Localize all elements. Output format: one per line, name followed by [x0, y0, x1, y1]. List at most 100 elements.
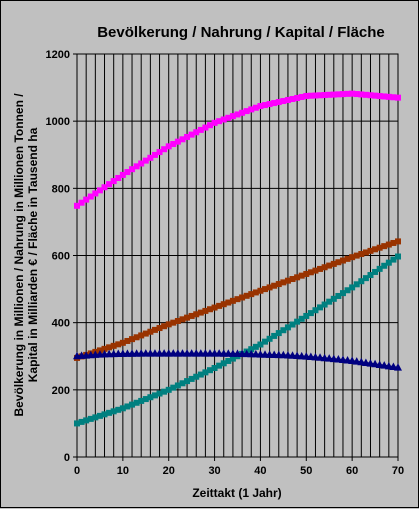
series-marker — [257, 287, 264, 294]
series-marker — [385, 93, 392, 100]
series-marker — [252, 289, 259, 296]
series-marker — [372, 246, 379, 253]
series-marker — [321, 92, 328, 99]
series-marker — [87, 193, 94, 200]
series-marker — [381, 243, 388, 250]
series-marker — [115, 174, 122, 181]
series-marker — [271, 332, 278, 339]
series-marker — [303, 270, 310, 277]
series-marker — [362, 91, 369, 98]
series-marker — [298, 93, 305, 100]
series-marker — [83, 417, 90, 424]
x-tick-label: 70 — [392, 465, 404, 477]
series-marker — [184, 378, 191, 385]
series-marker — [275, 330, 282, 337]
series-marker — [78, 199, 85, 206]
series-marker — [266, 101, 273, 108]
series-marker — [395, 94, 401, 101]
series-marker — [317, 265, 324, 272]
series-layer — [73, 90, 402, 427]
series-marker — [211, 365, 218, 372]
series-1 — [74, 90, 401, 209]
series-marker — [170, 384, 177, 391]
series-marker — [312, 92, 319, 99]
series-marker — [101, 411, 108, 418]
series-marker — [252, 343, 259, 350]
series-marker — [248, 346, 255, 353]
series-marker — [344, 255, 351, 262]
y-tick-label: 400 — [52, 318, 70, 330]
series-marker — [349, 254, 356, 261]
x-axis-ticks: 0 10 20 30 40 50 60 70 — [74, 457, 404, 477]
series-marker — [193, 129, 200, 136]
series-marker — [266, 335, 273, 342]
series-marker — [271, 282, 278, 289]
series-marker — [358, 278, 365, 285]
series-marker — [115, 406, 122, 413]
series-marker — [289, 96, 296, 103]
series-marker — [394, 363, 402, 371]
series-marker — [165, 143, 172, 150]
grid — [77, 54, 398, 457]
series-marker — [395, 238, 401, 245]
series-marker — [225, 357, 232, 364]
series-marker — [206, 122, 213, 129]
series-marker — [216, 302, 223, 309]
series-marker — [239, 294, 246, 301]
series-marker — [284, 324, 291, 331]
series-marker — [193, 373, 200, 380]
x-tick-label: 40 — [254, 465, 266, 477]
series-marker — [211, 304, 218, 311]
series-marker — [376, 244, 383, 251]
series-marker — [179, 136, 186, 143]
series-marker — [275, 99, 282, 106]
series-marker — [156, 149, 163, 156]
series-marker — [372, 268, 379, 275]
y-tick-label: 0 — [64, 452, 70, 464]
series-marker — [330, 91, 337, 98]
series-marker — [110, 342, 117, 349]
series-marker — [248, 291, 255, 298]
series-marker — [78, 418, 85, 425]
series-marker — [151, 392, 158, 399]
series-marker — [390, 256, 397, 263]
series-marker — [161, 146, 168, 153]
series-marker — [294, 94, 301, 101]
series-marker — [156, 390, 163, 397]
series-marker — [165, 321, 172, 328]
series-marker — [257, 103, 264, 110]
series-marker — [197, 309, 204, 316]
series-marker — [96, 412, 103, 419]
series-4 — [73, 349, 402, 371]
series-marker — [133, 334, 140, 341]
series-marker — [110, 178, 117, 185]
series-marker — [92, 414, 99, 421]
series-marker — [106, 409, 113, 416]
series-marker — [335, 292, 342, 299]
series-marker — [147, 154, 154, 161]
x-axis-label: Zeittakt (1 Jahr) — [192, 486, 281, 500]
series-marker — [367, 272, 374, 279]
series-marker — [193, 311, 200, 318]
series-marker — [138, 332, 145, 339]
series-marker — [335, 259, 342, 266]
series-marker — [165, 386, 172, 393]
y-tick-label: 200 — [52, 385, 70, 397]
x-tick-label: 50 — [300, 465, 312, 477]
series-marker — [326, 298, 333, 305]
series-marker — [326, 262, 333, 269]
series-marker — [376, 265, 383, 272]
series-marker — [289, 276, 296, 283]
series-marker — [170, 319, 177, 326]
series-marker — [206, 306, 213, 313]
series-marker — [303, 92, 310, 99]
series-marker — [119, 339, 126, 346]
series-marker — [124, 169, 131, 176]
series-marker — [312, 267, 319, 274]
series-marker — [197, 371, 204, 378]
series-marker — [106, 181, 113, 188]
series-marker — [262, 102, 269, 109]
series-marker — [188, 131, 195, 138]
